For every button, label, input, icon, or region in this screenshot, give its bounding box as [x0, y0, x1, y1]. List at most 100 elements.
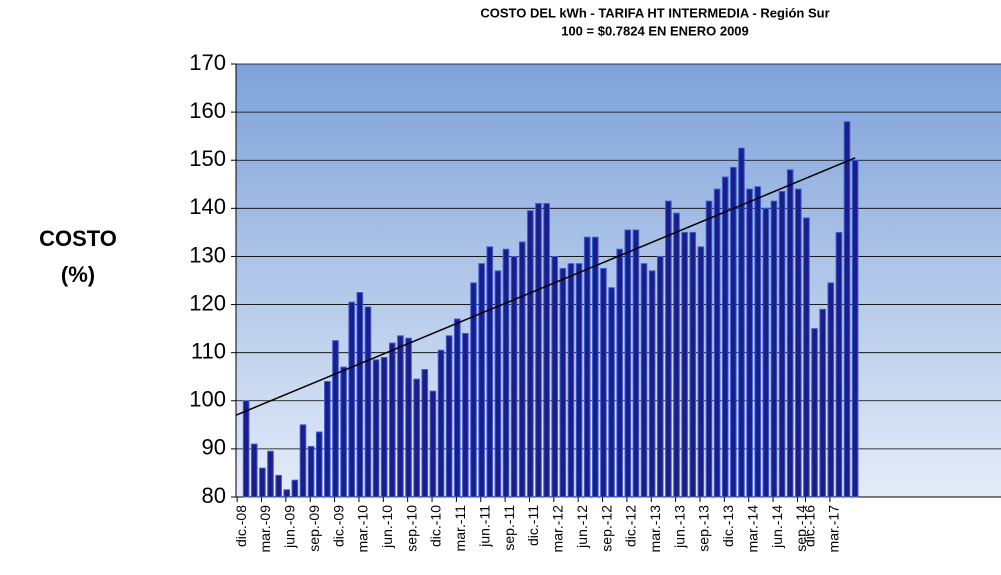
bar: [616, 248, 623, 498]
bar: [421, 369, 429, 498]
x-tick-label: dic.-11: [525, 505, 541, 546]
bar: [332, 340, 339, 498]
bar: [267, 450, 274, 498]
bar: [291, 479, 299, 498]
x-tick-label: mar.-12: [550, 505, 566, 553]
bar: [738, 147, 745, 498]
bar: [592, 236, 599, 498]
bar: [632, 229, 640, 498]
bar: [275, 474, 282, 498]
x-tick-label: sep.-14: [793, 505, 809, 552]
x-tick-label: mar.-09: [257, 505, 273, 553]
chart-title: COSTO DEL kWh - TARIFA HT INTERMEDIA - R…: [480, 5, 829, 20]
bar: [486, 246, 494, 498]
bar: [754, 186, 762, 498]
bar: [283, 489, 291, 498]
y-tick-label: 140: [189, 194, 226, 219]
x-tick-label: sep.-13: [696, 505, 712, 552]
x-tick-label: jun.-12: [574, 505, 590, 549]
bar: [405, 337, 412, 498]
bar: [429, 390, 437, 498]
x-tick-label: jun.-13: [671, 505, 687, 549]
bar: [510, 255, 518, 498]
bar: [770, 200, 778, 498]
x-tick-label: mar.-10: [355, 505, 371, 553]
bar: [518, 241, 526, 498]
x-tick-label: dic.-08: [233, 505, 249, 547]
bar: [648, 270, 656, 498]
y-tick-label: 160: [189, 98, 226, 123]
bar: [608, 287, 615, 498]
bar: [575, 263, 583, 498]
bar: [697, 246, 705, 498]
bar: [673, 212, 680, 498]
x-tick-label: mar.-14: [744, 505, 760, 553]
x-tick-label: jun.-09: [282, 505, 298, 549]
x-tick-label: dic.-09: [330, 505, 346, 547]
chart-subtitle: 100 = $0.7824 EN ENERO 2009: [561, 23, 749, 38]
bar: [762, 207, 770, 498]
bar: [583, 236, 591, 498]
x-tick-label: dic.-13: [720, 505, 736, 547]
bar: [640, 263, 648, 498]
bar: [527, 210, 534, 498]
bar: [730, 166, 737, 498]
y-tick-label: 110: [191, 338, 226, 363]
y-tick-label: 170: [189, 50, 226, 75]
bar: [600, 267, 607, 498]
bar: [462, 332, 469, 498]
x-tick-label: dic.-10: [428, 505, 444, 547]
y-tick-label: 130: [189, 242, 226, 267]
x-tick-label: jun.-14: [769, 505, 785, 549]
bar: [656, 255, 664, 498]
bar: [819, 308, 826, 498]
bar: [689, 231, 697, 498]
x-tick-label: sep.-11: [501, 505, 517, 551]
bar: [250, 443, 258, 498]
bar: [535, 203, 542, 498]
bar: [494, 270, 502, 498]
bar: [746, 188, 753, 498]
bar: [437, 349, 445, 498]
bar: [559, 267, 567, 498]
bar: [380, 356, 388, 498]
bar: [356, 292, 364, 498]
bar: [665, 200, 672, 498]
bar: [364, 306, 372, 498]
x-tick-label: sep.-09: [306, 505, 322, 552]
bar: [795, 188, 802, 498]
bar: [242, 400, 250, 498]
bar: [299, 424, 307, 498]
bar: [803, 217, 810, 498]
y-axis-label: (%): [61, 262, 95, 287]
x-tick-label: dic.-12: [623, 505, 639, 547]
bar: [835, 231, 843, 498]
bar: [307, 445, 315, 498]
x-tick-label: sep.-10: [403, 505, 419, 552]
bar: [786, 169, 794, 498]
bar: [453, 318, 461, 498]
bar: [551, 255, 559, 498]
x-tick-label: mar.-17: [826, 505, 842, 553]
bar: [340, 366, 347, 498]
y-tick-label: 100: [189, 387, 226, 412]
bar: [827, 282, 835, 498]
bar: [543, 203, 550, 498]
x-tick-label: jun.-11: [476, 505, 492, 548]
bar: [470, 282, 477, 498]
bar: [713, 188, 721, 498]
y-tick-label: 80: [202, 483, 226, 508]
bar: [397, 335, 404, 498]
trend-line: [235, 157, 856, 416]
bar: [324, 381, 331, 498]
y-tick-label: 150: [189, 146, 226, 171]
x-tick-label: mar.-13: [647, 505, 663, 553]
bar: [811, 328, 818, 498]
bar: [348, 301, 356, 498]
bar: [851, 159, 859, 498]
bar: [567, 263, 575, 498]
bar: [413, 378, 420, 498]
bar: [389, 342, 396, 498]
